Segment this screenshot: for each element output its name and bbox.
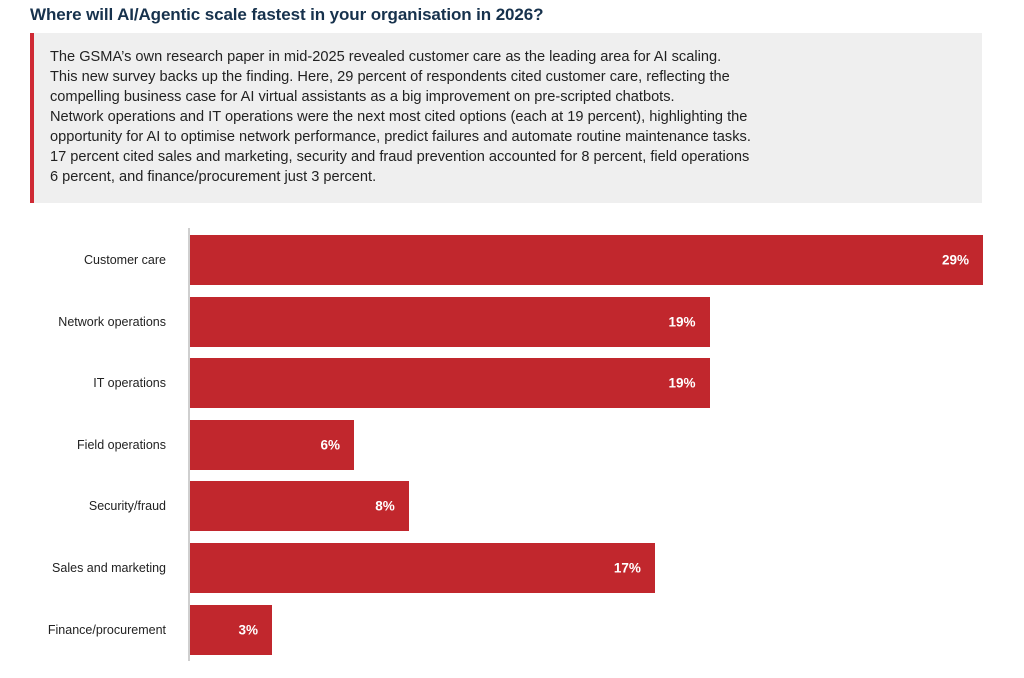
bar-customer-care: 29% xyxy=(190,235,983,285)
bar-chart: Customer care 29% Network operations 19% IT … xyxy=(0,220,1024,670)
category-label: IT operations xyxy=(93,376,166,391)
bar-field-operations: 6% xyxy=(190,419,355,470)
callout-line: 6 percent, and finance/procurement just … xyxy=(50,169,377,185)
value-label: 3% xyxy=(238,622,259,638)
category-label: Sales and marketing xyxy=(52,561,166,575)
y-axis-line xyxy=(188,228,190,661)
bar-finance-procurement: 3% xyxy=(190,604,273,655)
value-label: 19% xyxy=(668,375,696,391)
category-label: Customer care xyxy=(84,253,166,267)
value-label: 19% xyxy=(668,314,696,330)
category-label: Field operations xyxy=(77,437,166,452)
callout-line: Network operations and IT operations wer… xyxy=(50,109,748,125)
category-label: Security/fraud xyxy=(88,499,166,514)
value-label: 8% xyxy=(375,498,395,514)
callout-line: This new survey backs up the finding. He… xyxy=(50,69,730,85)
callout-line: 17 percent cited sales and marketing, se… xyxy=(50,149,750,165)
category-label: Network operations xyxy=(58,314,166,329)
callout-line: opportunity for AI to optimise network p… xyxy=(50,129,751,145)
callout-line: compelling business case for AI virtual … xyxy=(50,89,675,105)
value-label: 17% xyxy=(613,560,641,576)
callout-line: The GSMA’s own research paper in mid-202… xyxy=(50,49,722,65)
bar-network-operations: 19% xyxy=(190,296,710,347)
commentary-callout: The GSMA’s own research paper in mid-202… xyxy=(30,33,982,203)
category-label: Finance/procurement xyxy=(47,622,166,637)
bar-sales-and-marketing: 17% xyxy=(190,543,655,593)
value-label: 29% xyxy=(941,252,969,268)
bar-security-fraud: 8% xyxy=(190,481,409,532)
value-label: 6% xyxy=(320,437,341,453)
chart-title: Where will AI/Agentic scale fastest in y… xyxy=(30,5,544,24)
bar-it-operations: 19% xyxy=(190,358,710,409)
